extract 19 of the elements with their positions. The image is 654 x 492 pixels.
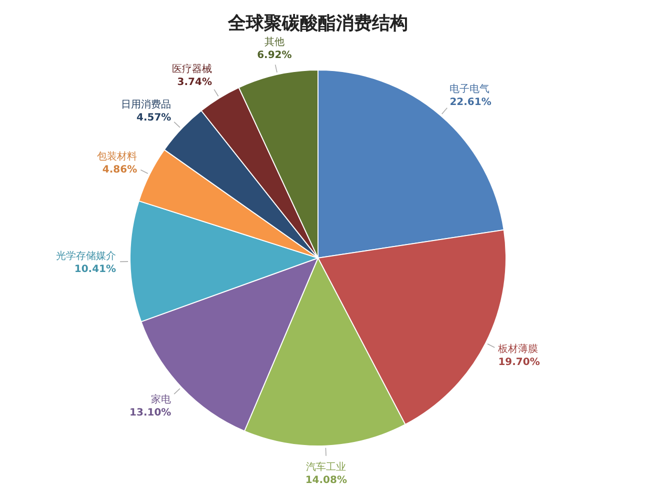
data-label: 14.08% — [305, 474, 348, 486]
data-label: 19.70% — [498, 357, 540, 368]
slice-label: 医疗器械 — [172, 62, 212, 75]
data-label: 6.92% — [257, 50, 292, 62]
data-label: 22.61% — [450, 97, 492, 108]
slice-label: 光学存储媒介 — [56, 250, 116, 262]
chart-title: 全球聚碳酸酯消费结构 — [227, 13, 408, 34]
slice-label: 其他 — [264, 36, 284, 48]
data-label: 10.41% — [74, 264, 116, 276]
slice-label: 汽车工业 — [306, 460, 346, 473]
data-label: 13.10% — [130, 408, 172, 419]
data-label: 4.86% — [102, 164, 138, 176]
data-label: 3.74% — [177, 76, 212, 88]
data-label: 4.57% — [136, 112, 172, 124]
slice-label: 家电 — [151, 394, 172, 406]
slice-label: 电子电气 — [450, 83, 490, 96]
slice-label: 日用消费品 — [121, 98, 172, 110]
slice-label: 板材薄膜 — [497, 343, 538, 356]
slice-label: 包装材料 — [97, 150, 138, 162]
